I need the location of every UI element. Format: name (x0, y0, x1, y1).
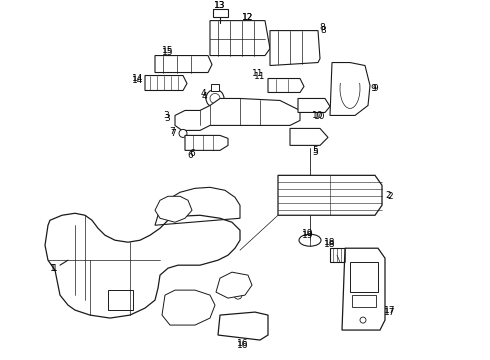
Text: 5: 5 (312, 148, 318, 157)
Polygon shape (330, 63, 370, 116)
Bar (211, 84, 219, 91)
Bar (350, 262, 378, 292)
Text: 15: 15 (162, 48, 174, 57)
Text: 16: 16 (237, 338, 249, 347)
Text: 8: 8 (319, 23, 325, 32)
Text: 14: 14 (132, 76, 144, 85)
Polygon shape (216, 272, 252, 298)
Bar (108, 290, 133, 310)
Polygon shape (210, 21, 270, 55)
Ellipse shape (206, 90, 224, 107)
Text: 3: 3 (164, 114, 170, 123)
Polygon shape (162, 290, 215, 325)
Polygon shape (213, 9, 228, 17)
Ellipse shape (299, 234, 321, 246)
Text: 6: 6 (189, 149, 195, 158)
Text: 2: 2 (385, 191, 391, 200)
Text: 19: 19 (302, 231, 314, 240)
Text: 3: 3 (163, 111, 169, 120)
Polygon shape (290, 129, 328, 145)
Ellipse shape (179, 129, 187, 138)
Text: 18: 18 (324, 238, 336, 247)
Ellipse shape (360, 317, 366, 323)
Polygon shape (185, 135, 228, 150)
Text: 1: 1 (50, 264, 56, 273)
Polygon shape (298, 99, 330, 112)
Text: 11: 11 (252, 69, 264, 78)
Polygon shape (155, 55, 212, 72)
Text: 4: 4 (201, 92, 207, 101)
Polygon shape (145, 76, 187, 90)
Bar (330, 248, 346, 262)
Polygon shape (218, 312, 268, 340)
Text: 7: 7 (170, 129, 176, 138)
Text: 2: 2 (387, 192, 393, 201)
Text: 4: 4 (200, 89, 206, 98)
Text: 16: 16 (237, 341, 249, 350)
Polygon shape (175, 99, 300, 130)
Text: 10: 10 (312, 111, 324, 120)
Text: 12: 12 (243, 13, 254, 22)
Polygon shape (155, 196, 192, 222)
Text: 8: 8 (320, 26, 326, 35)
Text: 12: 12 (243, 13, 254, 22)
Text: 17: 17 (384, 306, 396, 315)
Text: 1: 1 (52, 264, 58, 273)
Bar (352, 295, 376, 307)
Text: 7: 7 (169, 127, 175, 136)
Text: 13: 13 (214, 1, 226, 10)
Text: 18: 18 (324, 240, 336, 249)
Text: 15: 15 (162, 46, 174, 55)
Text: 19: 19 (302, 229, 314, 238)
Polygon shape (278, 175, 382, 215)
Text: 5: 5 (312, 146, 318, 155)
Text: 6: 6 (187, 151, 193, 160)
Text: 11: 11 (254, 72, 266, 81)
Text: 14: 14 (132, 74, 144, 83)
Ellipse shape (210, 94, 220, 103)
Text: 13: 13 (214, 1, 226, 10)
Polygon shape (342, 248, 385, 330)
Text: 9: 9 (370, 84, 376, 93)
Polygon shape (270, 31, 320, 66)
Polygon shape (45, 213, 240, 318)
Ellipse shape (234, 291, 242, 299)
Text: 10: 10 (314, 112, 326, 121)
Text: 9: 9 (372, 84, 378, 93)
Polygon shape (268, 78, 304, 93)
Text: 17: 17 (384, 307, 396, 316)
